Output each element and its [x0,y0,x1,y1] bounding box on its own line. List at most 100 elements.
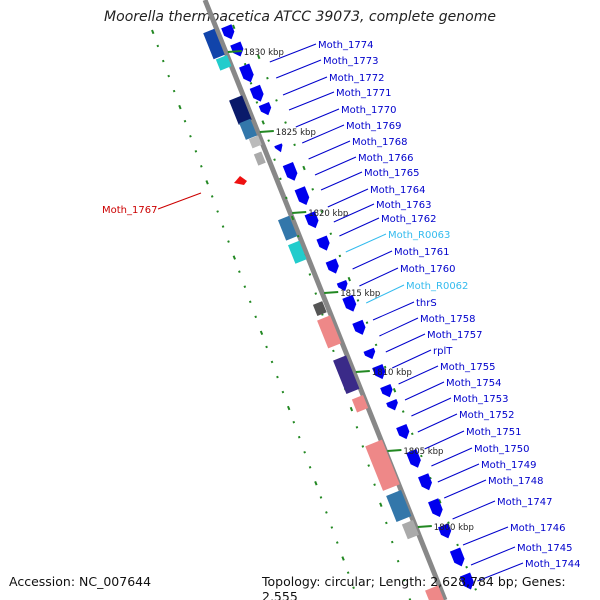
kbp-tick [417,525,432,528]
cds-arrow-shape [274,143,283,153]
outer-dotted-guide [248,300,252,304]
gene-leader-line-moth-1767 [157,192,202,210]
outer-dotted-guide [335,541,339,544]
cds-arrow [304,211,319,229]
feature-box [203,28,225,60]
gene-label: Moth_1750 [474,444,529,455]
cds-arrow [372,364,386,380]
inner-dotted-guide [456,543,459,547]
mid-dotted-guide [332,349,335,353]
cds-arrow-shape [363,347,376,360]
gene-label: Moth_1760 [400,264,455,275]
mid-dotted-guide [290,215,295,221]
mid-dotted-guide [308,273,312,276]
outer-dotted-guide [200,165,203,168]
outer-dotted-guide [259,330,264,336]
highlight-feature-moth-1767 [234,176,247,185]
kbp-marker-label: 1805 kbp [403,447,443,457]
accession-text: Accession: NC_007644 [9,574,152,589]
mid-dotted-guide [267,139,270,142]
gene-label: thrS [416,298,437,309]
cds-arrow [258,102,272,116]
cds-arrow-shape [372,364,386,380]
cds-arrow [352,319,366,335]
mid-dotted-guide [355,426,359,429]
mid-dotted-guide [249,81,253,85]
kbp-marker-label: 1830 kbp [244,48,284,58]
cds-arrow-shape [438,523,452,539]
gene-label: Moth_1758 [420,314,475,325]
cds-arrow-shape [316,235,330,251]
gene-leader-line [308,140,351,160]
mid-dotted-guide [396,559,400,563]
cds-arrow-shape [249,84,264,102]
outer-dotted-guide [341,556,345,561]
gene-label: Moth_1762 [381,214,436,225]
gene-leader-line [404,381,445,401]
cds-arrow [380,384,393,398]
outer-dotted-guide [167,74,170,78]
gene-leader-line [320,171,363,191]
outer-dotted-guide [303,450,306,454]
outer-dotted-guide [281,390,285,394]
feature-box-shape [333,355,360,394]
cds-arrow [325,258,339,274]
gene-leader-line [477,562,524,582]
gene-label: Moth_1765 [364,168,419,179]
feature-box [248,135,262,149]
kbp-marker-label: 1820 kbp [308,209,348,219]
outer-dotted-guide [265,345,268,349]
gene-label: Moth_1774 [318,40,373,51]
kbp-marker-label: 1815 kbp [340,289,380,299]
feature-box-shape [386,490,412,522]
gene-label: rplT [433,346,453,357]
topology-text: Topology: circular; Length: 2,628,784 bp… [262,574,566,600]
inner-dotted-guide [429,476,432,480]
gene-label: Moth_R0062 [406,281,468,292]
feature-box-shape [351,394,369,413]
gene-label: Moth_1755 [440,362,495,373]
cds-arrow-shape [428,498,443,518]
cds-arrow-shape [396,424,410,440]
outer-dotted-guide [205,180,209,185]
inner-dotted-guide [392,388,397,393]
gene-label: Moth_1753 [453,394,508,405]
inner-dotted-guide [356,299,360,302]
feature-box [288,240,307,264]
kbp-marker-label: 1825 kbp [276,128,316,138]
cds-arrow [428,498,443,518]
inner-dotted-guide [320,210,324,213]
feature-box [239,118,258,140]
feature-box [278,215,298,241]
map-title: Moorella thermoacetica ATCC 39073, compl… [104,9,496,25]
cds-arrow [418,473,432,491]
cds-arrow [406,449,421,468]
inner-dotted-guide [338,254,342,258]
cds-arrow [282,162,298,181]
inner-dotted-guide [410,432,414,436]
outer-dotted-guide [210,195,214,198]
kbp-tick [355,370,370,373]
inner-dotted-guide [365,321,369,324]
feature-box [351,394,369,413]
feature-box-shape [288,240,307,264]
gene-label-moth-1767: Moth_1767 [102,205,157,216]
outer-dotted-guide [325,511,328,514]
mid-dotted-guide [390,540,394,544]
cds-arrow-shape [449,547,465,567]
outer-dotted-guide [161,59,165,63]
inner-dotted-guide [420,454,423,458]
mid-dotted-guide [367,464,371,467]
mid-dotted-guide [314,292,318,295]
cds-arrow-shape [342,294,357,312]
gene-leader-line [411,397,452,417]
mid-dotted-guide [273,158,276,162]
outer-dotted-guide [178,104,182,110]
gene-leader-line [398,365,439,385]
inner-dotted-guide [302,165,306,171]
outer-dotted-guide [172,89,176,93]
feature-box [317,315,342,349]
gene-leader-line [288,91,335,111]
cds-arrow-shape [230,41,244,57]
